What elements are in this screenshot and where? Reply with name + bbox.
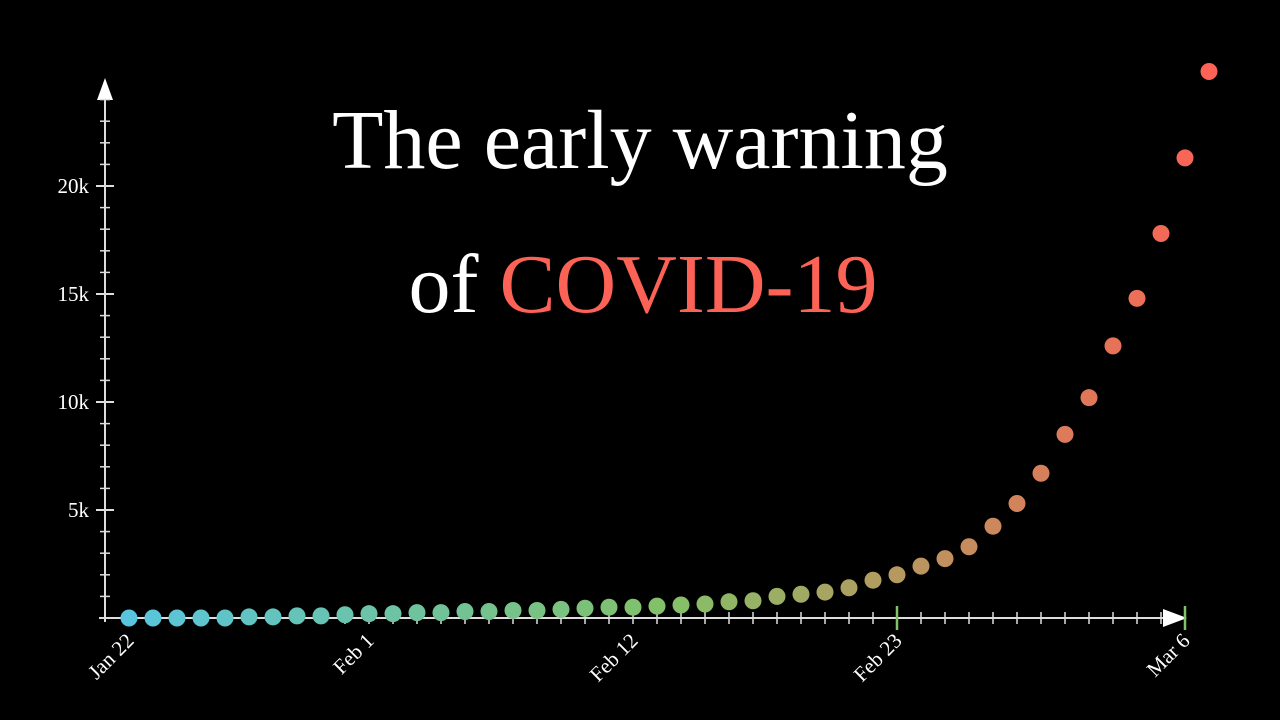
data-point — [1032, 464, 1050, 482]
data-point — [168, 609, 186, 627]
data-point — [240, 608, 258, 626]
y-axis-arrow — [97, 78, 113, 100]
data-point — [192, 609, 210, 627]
data-point — [456, 603, 474, 621]
y-tick-label: 10k — [58, 390, 90, 414]
data-point — [744, 592, 762, 610]
y-tick-label: 20k — [58, 174, 90, 198]
data-point — [480, 603, 498, 621]
x-tick-label: Jan 22 — [83, 629, 138, 684]
data-point — [312, 607, 330, 625]
data-point — [1128, 289, 1146, 307]
data-point — [984, 517, 1002, 535]
y-tick-label: 5k — [68, 498, 90, 522]
data-point — [720, 593, 738, 611]
data-point — [120, 609, 138, 627]
data-point — [1008, 495, 1026, 513]
data-point — [360, 605, 378, 623]
x-tick-label: Feb 23 — [849, 629, 907, 687]
data-point — [696, 595, 714, 613]
x-axis-arrow — [1163, 609, 1187, 627]
x-tick-label: Feb 1 — [328, 629, 378, 679]
data-point — [912, 557, 930, 575]
data-point — [960, 538, 978, 556]
y-tick-label: 15k — [58, 282, 90, 306]
data-point — [432, 604, 450, 622]
data-point — [816, 583, 834, 601]
data-point — [576, 599, 594, 617]
x-tick-label: Mar 6 — [1142, 629, 1195, 682]
data-point — [936, 550, 954, 568]
data-point — [1080, 389, 1098, 407]
title-word: of — [409, 238, 479, 331]
data-point — [1152, 225, 1170, 243]
chart-title-line2: of COVID-19 — [409, 238, 878, 331]
data-point — [1176, 149, 1194, 167]
data-point — [600, 598, 618, 616]
data-point — [504, 601, 522, 619]
data-point — [648, 597, 666, 615]
data-point — [888, 566, 906, 584]
data-point — [408, 604, 426, 622]
data-point — [384, 605, 402, 623]
x-tick-label: Feb 12 — [585, 629, 643, 687]
data-point — [1200, 63, 1218, 81]
chart-title: The early warning — [332, 94, 948, 187]
data-point — [528, 601, 546, 619]
data-point — [552, 600, 570, 618]
data-point — [1056, 425, 1074, 443]
data-point — [144, 609, 162, 627]
data-point — [1104, 337, 1122, 355]
data-point — [336, 606, 354, 624]
data-point — [672, 596, 690, 614]
data-point — [624, 598, 642, 616]
title-highlight: COVID-19 — [500, 238, 878, 331]
data-point — [840, 579, 858, 597]
data-point — [864, 571, 882, 589]
data-point — [216, 609, 234, 627]
data-point — [768, 587, 786, 605]
data-point — [288, 607, 306, 625]
data-point — [792, 585, 810, 603]
data-point — [264, 608, 282, 626]
